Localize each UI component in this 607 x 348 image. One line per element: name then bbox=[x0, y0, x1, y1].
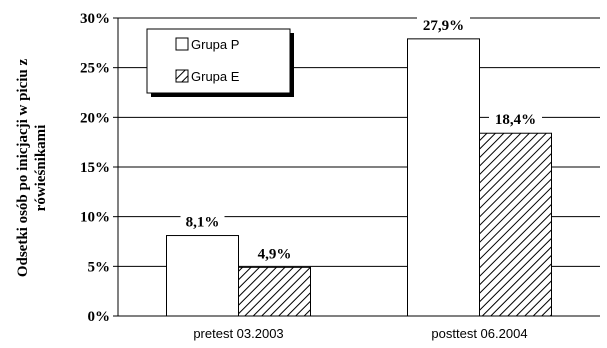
legend-label-grupa-e: Grupa E bbox=[191, 69, 240, 84]
y-tick-label: 15% bbox=[80, 160, 110, 176]
data-label-bg bbox=[489, 110, 542, 129]
bar-grupa-p-1 bbox=[407, 38, 480, 317]
y-tick-label: 5% bbox=[88, 259, 111, 275]
data-label-bg bbox=[180, 212, 225, 231]
legend-swatch-grupa-e bbox=[175, 69, 189, 83]
legend: Grupa P Grupa E bbox=[146, 28, 294, 97]
data-label: 8,1% bbox=[186, 215, 220, 231]
data-labels: 8,1% 4,9% 27,9% 18,4% bbox=[180, 15, 542, 263]
data-label: 27,9% bbox=[423, 18, 464, 34]
bar-grupa-e-0 bbox=[238, 266, 311, 317]
y-tick-label: 0% bbox=[88, 309, 111, 325]
legend-swatch-grupa-p bbox=[175, 37, 189, 51]
bar-grupa-p-0 bbox=[166, 235, 239, 317]
data-label-bg bbox=[417, 15, 470, 34]
x-category-label: pretest 03.2003 bbox=[193, 326, 283, 341]
y-axis-ticks: 0% 5% 10% 15% 20% 25% 30% bbox=[80, 11, 118, 325]
y-tick-label: 30% bbox=[80, 11, 110, 27]
y-tick-label: 10% bbox=[80, 210, 110, 226]
y-axis-title: Odsetki osób po inicjacji w piciu z rówi… bbox=[15, 58, 49, 277]
data-label: 18,4% bbox=[495, 112, 536, 128]
data-label: 4,9% bbox=[258, 246, 292, 262]
bar-grupa-e-1 bbox=[479, 132, 552, 317]
y-axis-title-line-2: rówieśnikami bbox=[33, 125, 49, 212]
x-category-label: posttest 06.2004 bbox=[431, 326, 527, 341]
y-axis-title-line-1: Odsetki osób po inicjacji w piciu z bbox=[15, 58, 31, 277]
legend-box bbox=[146, 28, 291, 94]
y-tick-label: 20% bbox=[80, 110, 110, 126]
legend-label-grupa-p: Grupa P bbox=[191, 37, 239, 52]
y-tick-label: 25% bbox=[80, 61, 110, 77]
x-axis-categories: pretest 03.2003 posttest 06.2004 bbox=[193, 326, 527, 341]
bars bbox=[166, 38, 552, 317]
data-label-bg bbox=[252, 244, 297, 263]
